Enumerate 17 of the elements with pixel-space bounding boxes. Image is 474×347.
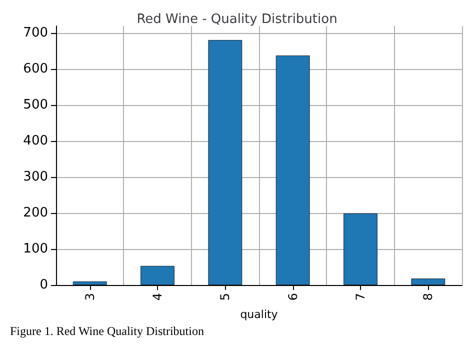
x-tick-label: 3 xyxy=(82,293,97,301)
y-tick-label: 300 xyxy=(23,170,48,185)
y-tick-label: 400 xyxy=(23,134,48,149)
y-tick-label: 700 xyxy=(23,26,48,41)
x-tick-label: 8 xyxy=(421,293,436,301)
y-tick-label: 600 xyxy=(23,62,48,77)
x-axis-title: quality xyxy=(240,308,278,321)
y-tick-label: 200 xyxy=(23,206,48,221)
x-tick-label: 7 xyxy=(354,293,368,301)
x-tick-label: 4 xyxy=(150,293,164,301)
y-tick-label: 500 xyxy=(23,98,48,113)
x-tick-label: 5 xyxy=(218,293,232,301)
y-tick-label: 0 xyxy=(40,278,48,292)
chart-title: Red Wine - Quality Distribution xyxy=(136,12,338,27)
caption: Figure 1. Red Wine Quality Distribution xyxy=(10,324,204,338)
y-tick-label: 100 xyxy=(23,242,48,257)
x-tick-label: 6 xyxy=(286,293,300,301)
